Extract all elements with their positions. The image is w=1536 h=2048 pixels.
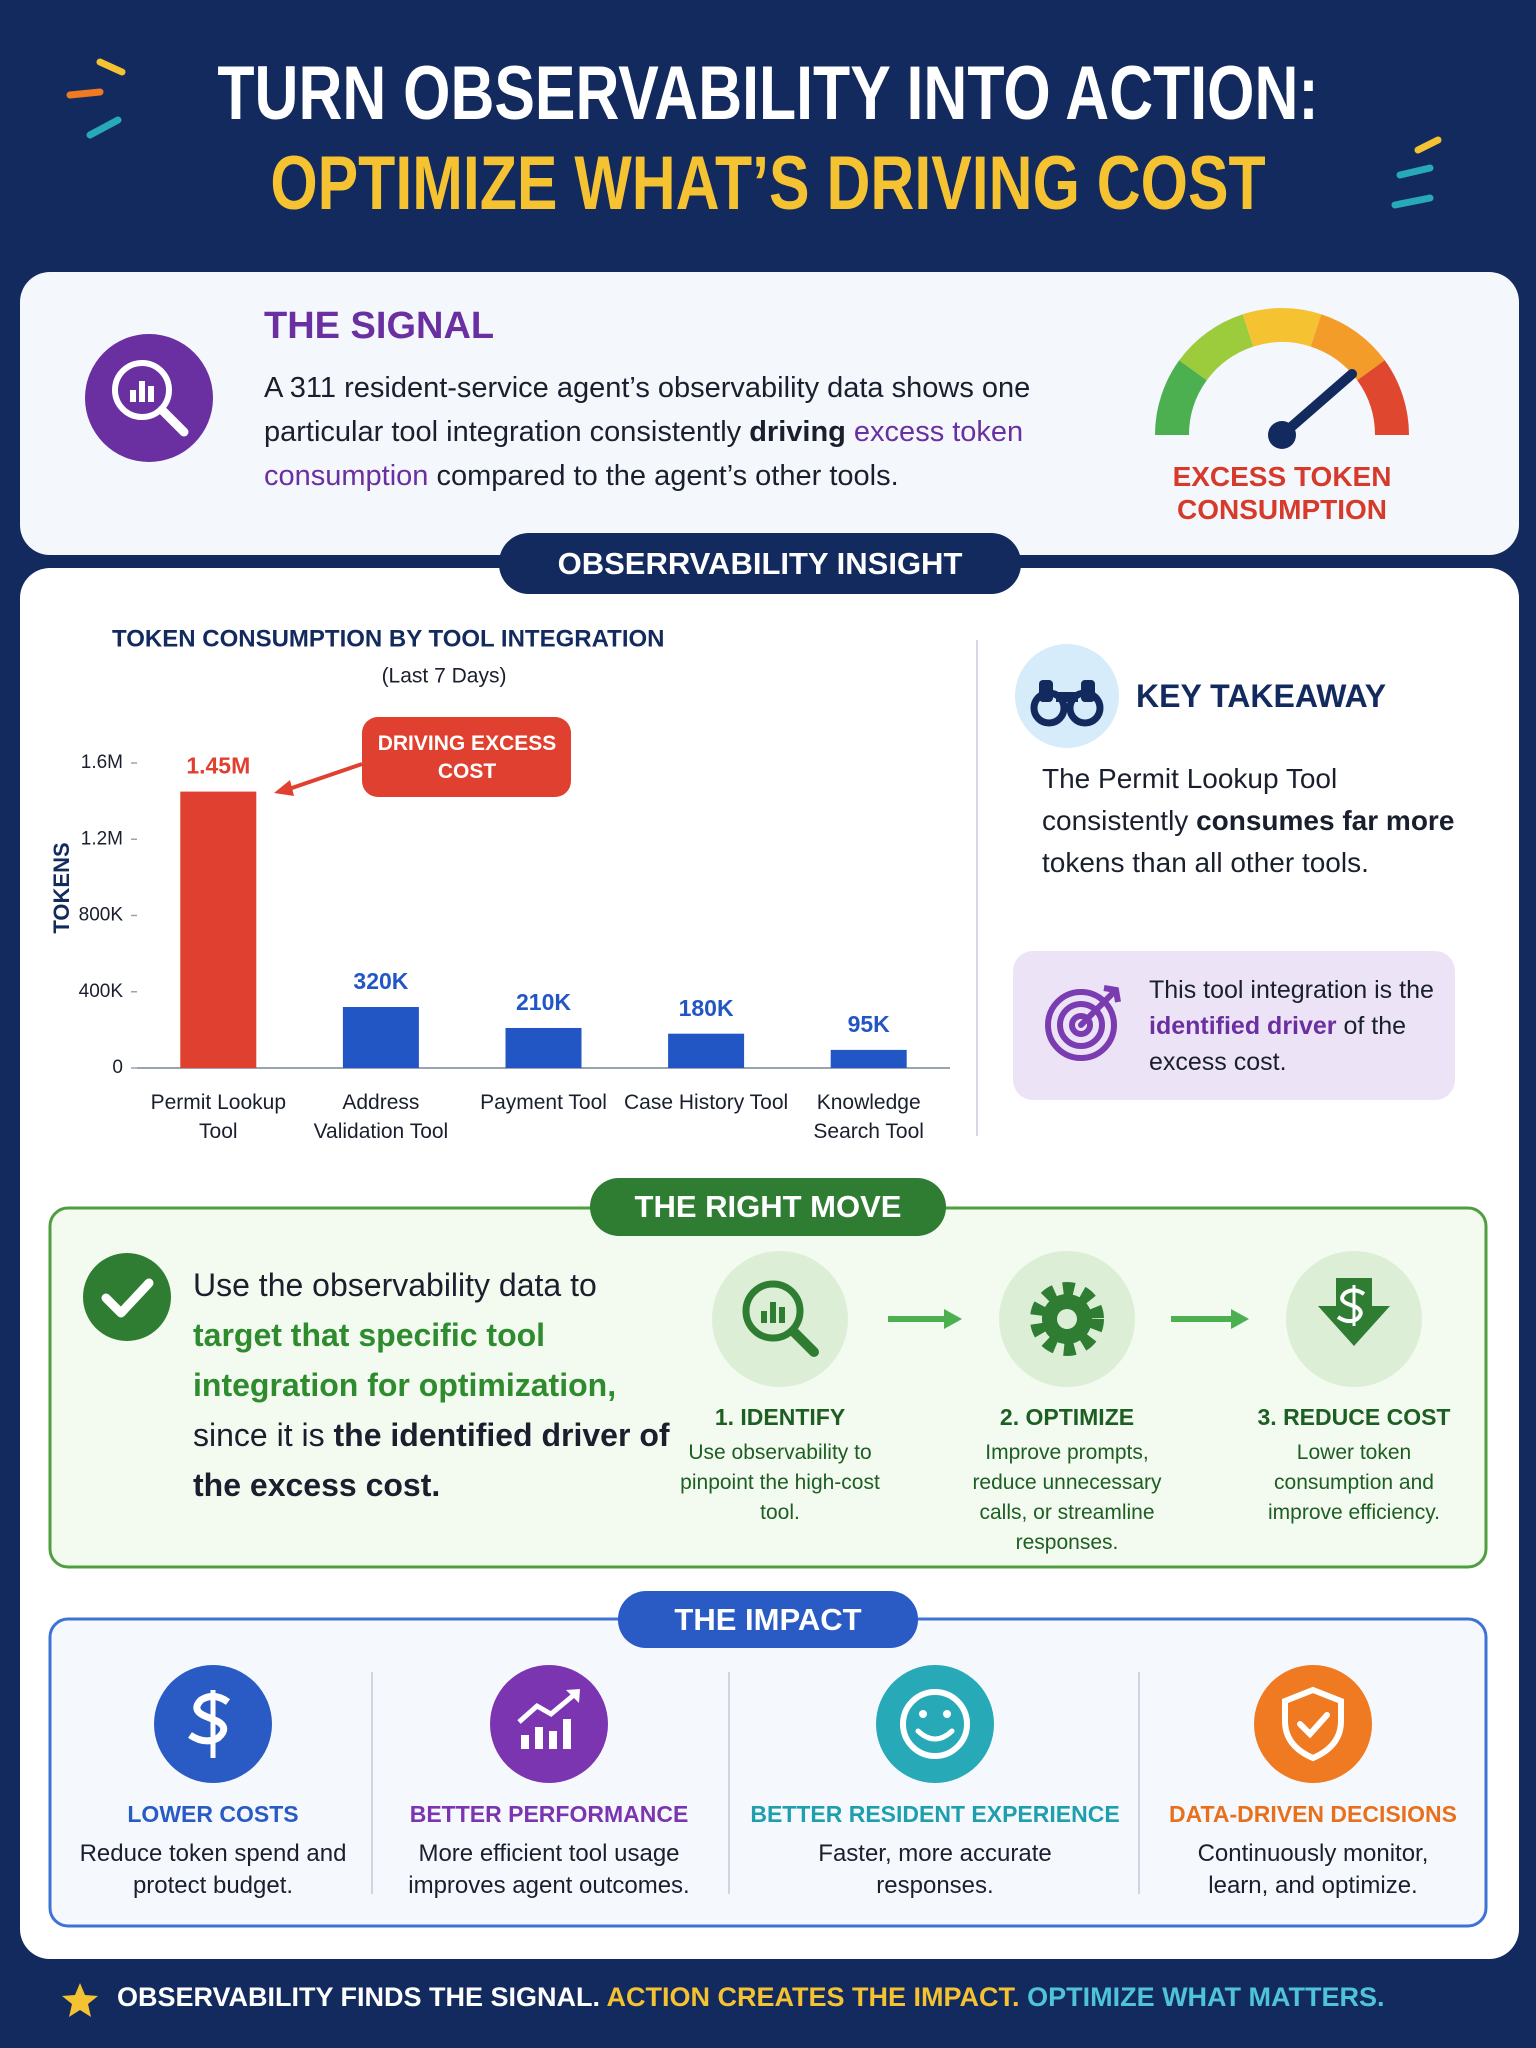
y-tick-label: 1.6M [81, 752, 123, 773]
footer-part: ACTION CREATES THE IMPACT. [606, 1982, 1020, 2012]
right-move-pill [590, 1178, 946, 1236]
x-tick-label: Address Validation Tool [313, 1091, 449, 1143]
takeaway-heading: KEY TAKEAWAY [1136, 678, 1387, 714]
text: A 311 resident-service agent’s observabi… [264, 372, 1031, 448]
callout-box [1013, 951, 1455, 1100]
callout-text: This tool integration is the identified … [1149, 972, 1449, 1080]
gauge-label: EXCESS TOKEN CONSUMPTION [1172, 461, 1392, 525]
text-bold: the identified driver of the excess cost… [193, 1417, 670, 1503]
y-tick-label: 800K [79, 905, 124, 926]
chart-subtitle: (Last 7 Days) [382, 665, 507, 688]
step-title: 1. IDENTIFY [714, 1404, 846, 1430]
subtitle: OPTIMIZE WHAT’S DRIVING COST [270, 141, 1266, 226]
text: This tool integration is the [1149, 976, 1434, 1004]
text-highlight: target that specific tool integration fo… [193, 1317, 617, 1403]
check-icon [83, 1253, 171, 1341]
step-title: 3. REDUCE COST [1257, 1404, 1451, 1430]
impact-description: Reduce token spend and protect budget. [79, 1840, 347, 1899]
impact-dividers [371, 1672, 1140, 1894]
text: The Permit Lookup Tool consistently [1042, 763, 1338, 836]
right-move-badge: THE RIGHT MOVE [634, 1189, 902, 1224]
title: TURN OBSERVABILITY INTO ACTION: [217, 51, 1319, 136]
signal-heading: THE SIGNAL [264, 305, 495, 347]
text-highlight: identified driver [1149, 1012, 1337, 1040]
step-description: Improve prompts, reduce unnecessary call… [972, 1441, 1162, 1554]
step-description: Lower token consumption and improve effi… [1268, 1441, 1440, 1524]
value-label: 95K [848, 1011, 891, 1037]
y-axis-label: TOKENS [49, 842, 74, 933]
footer: OBSERVABILITY FINDS THE SIGNAL. ACTION C… [117, 1982, 1385, 2013]
y-tick-label: 1.2M [81, 828, 123, 849]
annotation: DRIVING EXCESS COST [377, 732, 557, 783]
insight-pill [499, 533, 1021, 594]
impact-title: BETTER RESIDENT EXPERIENCE [750, 1801, 1120, 1827]
text-highlight: excess token consumption [264, 416, 1024, 492]
footer-part: OPTIMIZE WHAT MATTERS. [1027, 1982, 1385, 2012]
step-icons [712, 1251, 1422, 1387]
step-title: 2. OPTIMIZE [999, 1404, 1135, 1430]
bar [668, 1033, 745, 1068]
impact-title: LOWER COSTS [127, 1801, 299, 1827]
takeaway-icon [1015, 644, 1119, 748]
bar [505, 1027, 582, 1068]
step-description: Use observability to pinpoint the high-c… [680, 1441, 880, 1524]
bar [342, 1007, 419, 1068]
gauge [1154, 308, 1410, 449]
x-tick-label: Permit Lookup Tool [150, 1091, 286, 1143]
chart-title: TOKEN CONSUMPTION BY TOOL INTEGRATION [112, 625, 664, 652]
annotation-arrow [285, 762, 363, 792]
footer-star [62, 1983, 98, 2017]
takeaway-text: The Permit Lookup Tool consistently cons… [1042, 758, 1462, 884]
impact-title: BETTER PERFORMANCE [409, 1801, 689, 1827]
impact-title: DATA-DRIVEN DECISIONS [1169, 1801, 1457, 1827]
footer-part: OBSERVABILITY FINDS THE SIGNAL. [117, 1982, 601, 2012]
x-tick-label: Payment Tool [480, 1091, 607, 1114]
value-label: 210K [516, 989, 571, 1015]
bar [830, 1049, 907, 1068]
value-label: 1.45M [186, 753, 250, 779]
x-tick-label: Case History Tool [624, 1091, 789, 1114]
target-icon [1045, 985, 1121, 1061]
y-tick-label: 0 [112, 1057, 123, 1078]
impact-pill [618, 1591, 918, 1648]
impact-icons [154, 1665, 1372, 1783]
impact-description: Faster, more accurate responses. [818, 1840, 1052, 1899]
x-tick-label: Knowledge Search Tool [813, 1091, 924, 1143]
text: tokens than all other tools. [1042, 847, 1369, 878]
right-move-text: Use the observability data to target tha… [193, 1260, 693, 1510]
text-bold: consumes far more [1196, 805, 1455, 836]
text: of the excess cost. [1149, 1012, 1407, 1076]
y-tick-label: 400K [79, 981, 124, 1002]
text-bold: driving [749, 416, 846, 448]
signal-card [20, 272, 1519, 555]
text: compared to the agent’s other tools. [428, 460, 899, 492]
annotation-box [362, 717, 571, 797]
annotation-arrowhead [274, 780, 294, 796]
impact-badge: THE IMPACT [674, 1602, 862, 1637]
value-label: 320K [353, 968, 408, 994]
text: since it is [193, 1417, 334, 1453]
text: Use the observability data to [193, 1267, 597, 1303]
signal-icon [85, 334, 213, 462]
decor [66, 58, 1442, 209]
value-label: 180K [679, 995, 734, 1021]
impact-description: Continuously monitor, learn, and optimiz… [1197, 1840, 1429, 1899]
bar [180, 791, 257, 1068]
signal-text: A 311 resident-service agent’s observabi… [264, 366, 1124, 498]
insight-badge: OBSERRVABILITY INSIGHT [557, 546, 963, 581]
impact-description: More efficient tool usage improves agent… [408, 1840, 690, 1899]
